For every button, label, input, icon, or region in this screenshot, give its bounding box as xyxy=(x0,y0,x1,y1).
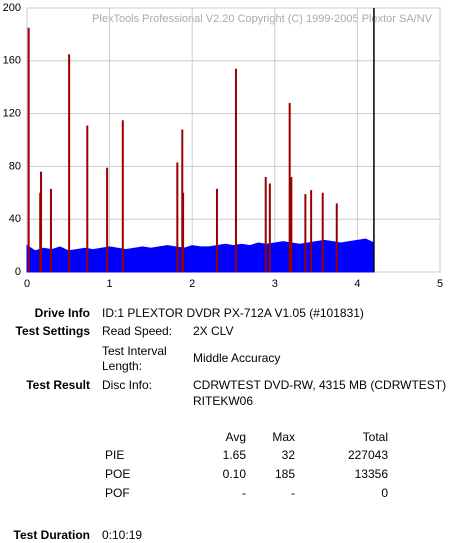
label: Test Settings xyxy=(15,324,90,338)
table-cell: 185 xyxy=(274,467,295,481)
x-tick-label: 4 xyxy=(354,278,360,290)
table-cell: Max xyxy=(272,430,295,444)
y-tick-label: 160 xyxy=(3,55,21,67)
chart: PlexTools Professional V2.20 Copyright (… xyxy=(3,2,443,290)
y-tick-label: 40 xyxy=(9,213,21,225)
y-tick-label: 80 xyxy=(9,160,21,172)
plot-area xyxy=(26,7,441,273)
table-cell: Avg xyxy=(225,430,246,444)
label: Disc Info: xyxy=(102,378,153,392)
x-tick-label: 3 xyxy=(272,278,278,290)
value: RITEKW06 xyxy=(193,394,254,408)
value: ID:1 PLEXTOR DVDR PX-712A V1.05 (#101831… xyxy=(102,306,364,320)
value: Middle Accuracy xyxy=(193,351,281,365)
x-tick-label: 1 xyxy=(107,278,113,290)
y-tick-label: 200 xyxy=(3,2,21,14)
table-cell: 13356 xyxy=(354,467,388,481)
table-cell: Total xyxy=(362,430,388,444)
table-cell: - xyxy=(291,486,295,500)
table-cell: 32 xyxy=(281,448,295,462)
y-tick-label: 0 xyxy=(15,266,21,278)
value: CDRWTEST DVD-RW, 4315 MB (CDRWTEST) xyxy=(193,378,447,392)
x-tick-label: 0 xyxy=(24,278,30,290)
chart-title: PlexTools Professional V2.20 Copyright (… xyxy=(92,13,433,25)
table-cell: 0 xyxy=(381,486,388,500)
value: 0:10:19 xyxy=(102,528,143,542)
x-tick-label: 2 xyxy=(189,278,195,290)
label: Test Interval xyxy=(102,344,167,358)
label: Read Speed: xyxy=(102,324,173,338)
table-cell: 227043 xyxy=(347,448,388,462)
y-tick-label: 120 xyxy=(3,108,21,120)
label: Test Result xyxy=(26,378,90,392)
table-cell: PIE xyxy=(105,448,125,462)
table-cell: 1.65 xyxy=(222,448,246,462)
label: Length: xyxy=(102,359,143,373)
label: Drive Info xyxy=(34,306,90,320)
label: Test Duration xyxy=(13,528,90,542)
table-cell: POE xyxy=(105,467,131,481)
table-cell: POF xyxy=(105,486,130,500)
value: 2X CLV xyxy=(193,324,234,338)
table-cell: 0.10 xyxy=(222,467,246,481)
table-cell: - xyxy=(242,486,246,500)
x-tick-label: 5 xyxy=(437,278,443,290)
